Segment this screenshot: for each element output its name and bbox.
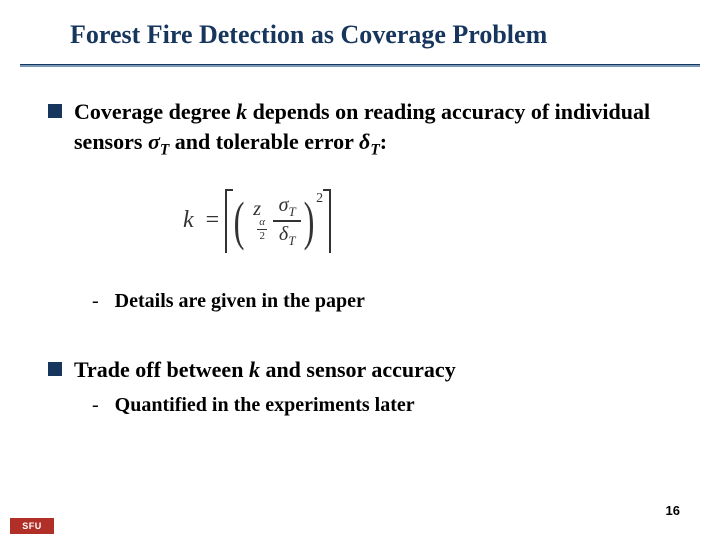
logo-text: SFU: [22, 521, 42, 531]
bullet-text: Coverage degree k depends on reading acc…: [74, 97, 672, 161]
paren-right-icon: ): [304, 194, 315, 248]
sub-bullet-quantified: - Quantified in the experiments later: [48, 391, 672, 419]
bullet-text: Trade off between k and sensor accuracy: [74, 355, 456, 385]
sfu-logo: SFU: [10, 518, 54, 534]
sub-bullet-text: Details are given in the paper: [115, 287, 365, 315]
ceiling-left-icon: [225, 189, 233, 253]
square-bullet-icon: [48, 104, 62, 118]
page-number: 16: [666, 503, 680, 518]
ceiling-right-icon: [323, 189, 331, 253]
sub-bullet-text: Quantified in the experiments later: [115, 391, 415, 419]
bullet-item-coverage: Coverage degree k depends on reading acc…: [48, 97, 672, 161]
page-title: Forest Fire Detection as Coverage Proble…: [70, 20, 680, 50]
z-alpha-half: z α 2: [247, 199, 267, 242]
bullet-item-tradeoff: Trade off between k and sensor accuracy: [48, 355, 672, 385]
dash-bullet-icon: -: [92, 287, 99, 315]
paren-left-icon: (: [234, 194, 245, 248]
formula-block: k = ( z α 2 σT δT ): [48, 161, 672, 281]
dash-bullet-icon: -: [92, 391, 99, 419]
sub-bullet-details: - Details are given in the paper: [48, 287, 672, 315]
squared-exponent: 2: [316, 191, 323, 207]
square-bullet-icon: [48, 362, 62, 376]
sigma-over-delta: σT δT: [273, 193, 301, 249]
